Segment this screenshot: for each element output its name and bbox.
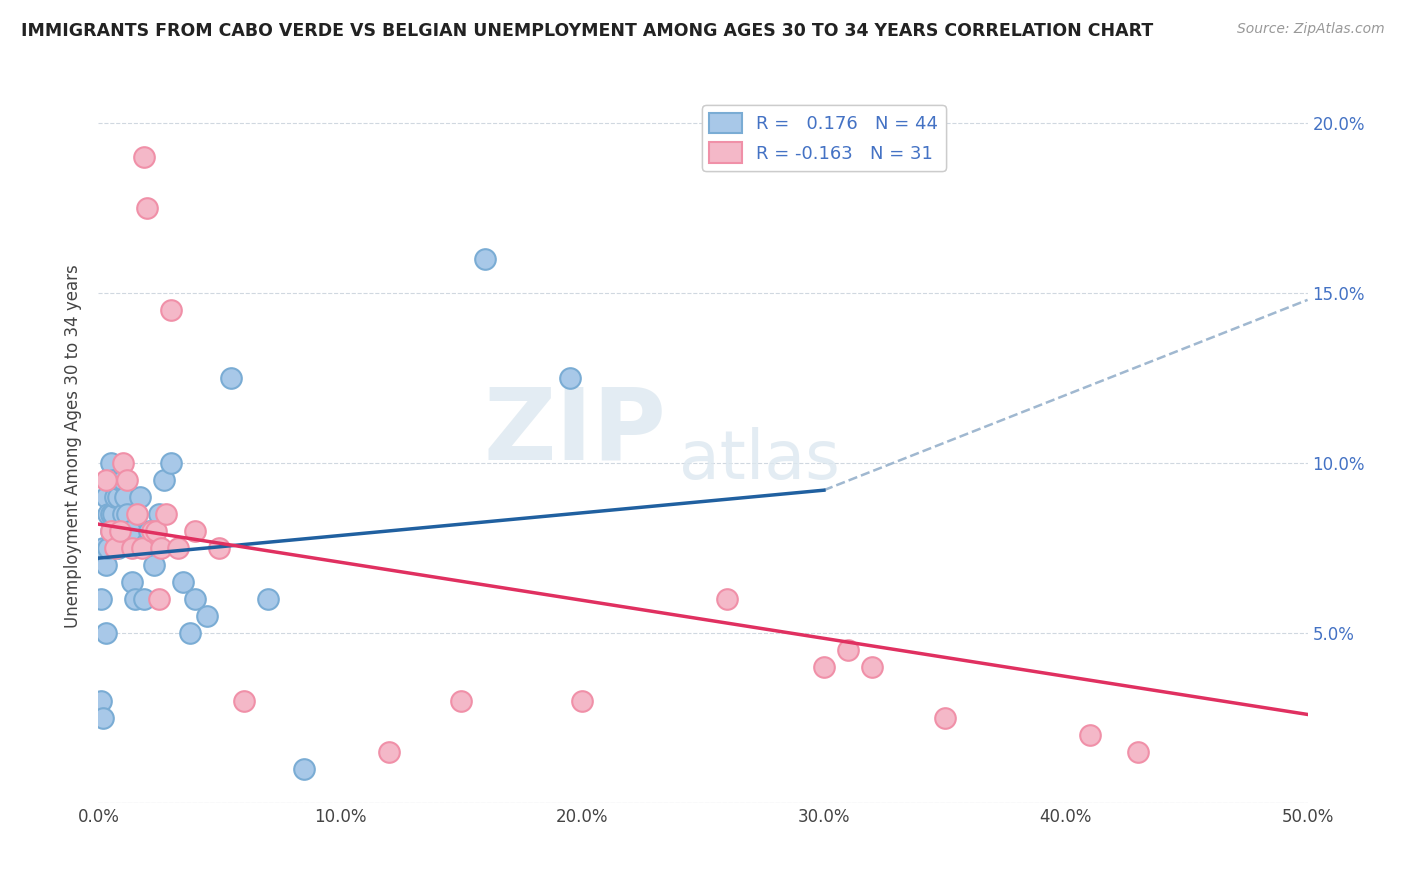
Point <box>377 745 399 759</box>
Point <box>131 541 153 555</box>
Point <box>141 524 163 538</box>
Point <box>108 524 131 538</box>
Point <box>90 694 112 708</box>
Point <box>716 591 738 606</box>
Point <box>148 507 170 521</box>
Text: Source: ZipAtlas.com: Source: ZipAtlas.com <box>1237 22 1385 37</box>
Text: ZIP: ZIP <box>484 384 666 480</box>
Point <box>135 201 157 215</box>
Point <box>90 591 112 606</box>
Point <box>145 524 167 538</box>
Text: atlas: atlas <box>679 427 839 493</box>
Point <box>571 694 593 708</box>
Point <box>184 591 207 606</box>
Point <box>934 711 956 725</box>
Point <box>221 371 243 385</box>
Point <box>1078 728 1101 742</box>
Point <box>104 541 127 555</box>
Point <box>128 490 150 504</box>
Point <box>118 524 141 538</box>
Point <box>100 524 122 538</box>
Point <box>117 473 139 487</box>
Point <box>100 456 122 470</box>
Legend: R =   0.176   N = 44, R = -0.163   N = 31: R = 0.176 N = 44, R = -0.163 N = 31 <box>702 105 946 170</box>
Point <box>172 574 194 589</box>
Point <box>558 371 581 385</box>
Point <box>94 626 117 640</box>
Point <box>138 524 160 538</box>
Point <box>121 574 143 589</box>
Point <box>148 591 170 606</box>
Point <box>232 694 254 708</box>
Point <box>179 626 201 640</box>
Point <box>111 473 134 487</box>
Point <box>256 591 278 606</box>
Point <box>837 643 859 657</box>
Point <box>101 473 124 487</box>
Point <box>100 507 122 521</box>
Point <box>104 524 127 538</box>
Point <box>100 524 122 538</box>
Point <box>860 660 883 674</box>
Point <box>91 541 114 555</box>
Point <box>450 694 472 708</box>
Point <box>97 507 120 521</box>
Point <box>97 473 120 487</box>
Point <box>124 591 146 606</box>
Point <box>167 541 190 555</box>
Point <box>94 490 117 504</box>
Point <box>127 507 149 521</box>
Point <box>91 711 114 725</box>
Point <box>195 608 218 623</box>
Point <box>292 762 315 776</box>
Point <box>150 541 173 555</box>
Point <box>108 473 131 487</box>
Point <box>184 524 207 538</box>
Point <box>111 507 134 521</box>
Text: IMMIGRANTS FROM CABO VERDE VS BELGIAN UNEMPLOYMENT AMONG AGES 30 TO 34 YEARS COR: IMMIGRANTS FROM CABO VERDE VS BELGIAN UN… <box>21 22 1153 40</box>
Point <box>121 541 143 555</box>
Point <box>94 473 117 487</box>
Point <box>134 150 156 164</box>
Point <box>474 252 496 266</box>
Point <box>97 541 120 555</box>
Point <box>208 541 231 555</box>
Point <box>160 303 183 318</box>
Point <box>1128 745 1150 759</box>
Point <box>813 660 835 674</box>
Point <box>152 473 174 487</box>
Point <box>155 507 177 521</box>
Point <box>111 456 134 470</box>
Point <box>143 558 166 572</box>
Point <box>117 507 139 521</box>
Point <box>134 591 156 606</box>
Point <box>101 507 124 521</box>
Point <box>107 541 129 555</box>
Point <box>160 456 183 470</box>
Point <box>94 558 117 572</box>
Point <box>104 490 127 504</box>
Point <box>108 524 131 538</box>
Point <box>114 490 136 504</box>
Y-axis label: Unemployment Among Ages 30 to 34 years: Unemployment Among Ages 30 to 34 years <box>65 264 83 628</box>
Point <box>107 490 129 504</box>
